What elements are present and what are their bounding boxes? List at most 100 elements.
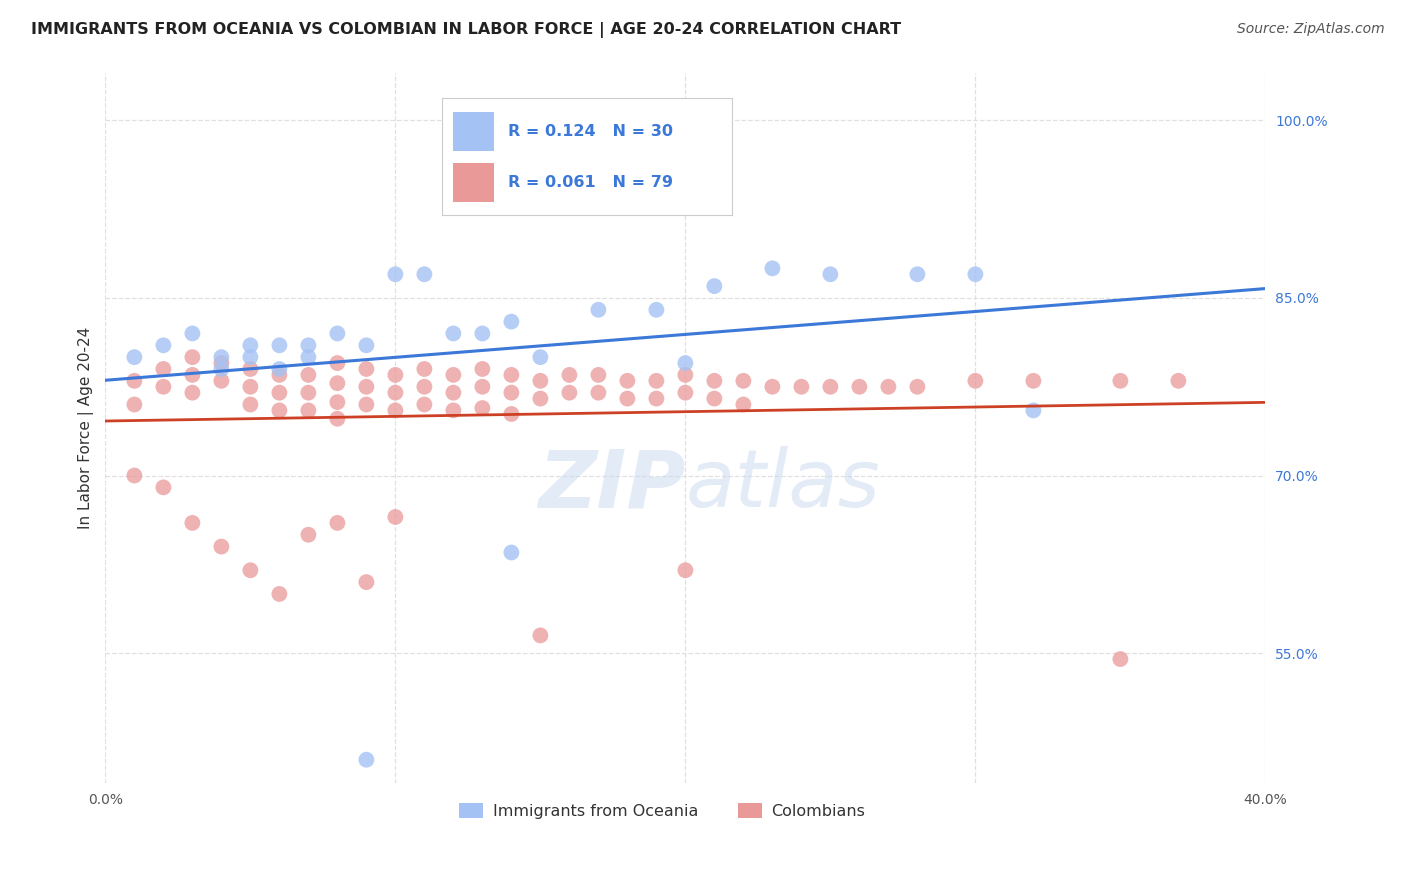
Point	[965, 374, 987, 388]
Point	[471, 326, 494, 341]
Point	[181, 326, 204, 341]
Point	[297, 527, 319, 541]
Point	[269, 403, 291, 417]
Point	[616, 374, 638, 388]
Point	[384, 267, 406, 281]
Point	[673, 385, 696, 400]
Point	[326, 326, 349, 341]
Point	[152, 380, 174, 394]
Point	[905, 380, 928, 394]
Point	[326, 411, 349, 425]
Point	[558, 385, 581, 400]
Point	[326, 395, 349, 409]
Point	[501, 385, 523, 400]
Point	[356, 753, 378, 767]
Point	[877, 380, 900, 394]
Point	[820, 267, 842, 281]
Point	[413, 362, 436, 376]
Point	[529, 350, 551, 364]
Point	[471, 401, 494, 415]
Point	[733, 397, 755, 411]
Point	[529, 392, 551, 406]
Point	[239, 338, 262, 352]
Point	[124, 350, 146, 364]
Point	[356, 575, 378, 590]
Point	[761, 261, 783, 276]
Point	[239, 350, 262, 364]
Point	[1109, 652, 1132, 666]
Point	[297, 350, 319, 364]
Point	[1022, 403, 1045, 417]
Point	[703, 374, 725, 388]
Point	[356, 338, 378, 352]
Point	[1109, 374, 1132, 388]
Point	[356, 380, 378, 394]
Point	[673, 356, 696, 370]
Point	[441, 403, 464, 417]
Point	[326, 376, 349, 391]
Point	[501, 545, 523, 559]
Point	[703, 279, 725, 293]
Point	[501, 315, 523, 329]
Point	[965, 267, 987, 281]
Point	[673, 563, 696, 577]
Point	[181, 368, 204, 382]
Point	[501, 407, 523, 421]
Point	[588, 368, 610, 382]
Point	[269, 385, 291, 400]
Point	[152, 480, 174, 494]
Text: IMMIGRANTS FROM OCEANIA VS COLOMBIAN IN LABOR FORCE | AGE 20-24 CORRELATION CHAR: IMMIGRANTS FROM OCEANIA VS COLOMBIAN IN …	[31, 22, 901, 38]
Legend: Immigrants from Oceania, Colombians: Immigrants from Oceania, Colombians	[453, 797, 872, 825]
Point	[384, 385, 406, 400]
Point	[384, 368, 406, 382]
Point	[239, 397, 262, 411]
Point	[297, 368, 319, 382]
Point	[269, 368, 291, 382]
Point	[790, 380, 813, 394]
Point	[124, 397, 146, 411]
Point	[297, 338, 319, 352]
Point	[356, 397, 378, 411]
Point	[181, 385, 204, 400]
Point	[905, 267, 928, 281]
Point	[209, 540, 232, 554]
Point	[471, 380, 494, 394]
Point	[616, 392, 638, 406]
Point	[356, 362, 378, 376]
Point	[269, 362, 291, 376]
Point	[471, 362, 494, 376]
Point	[1022, 374, 1045, 388]
Point	[673, 368, 696, 382]
Point	[124, 468, 146, 483]
Point	[645, 374, 668, 388]
Point	[441, 326, 464, 341]
Point	[848, 380, 870, 394]
Point	[384, 403, 406, 417]
Point	[152, 362, 174, 376]
Point	[239, 380, 262, 394]
Point	[703, 392, 725, 406]
Text: atlas: atlas	[685, 446, 880, 524]
Point	[645, 302, 668, 317]
Point	[413, 380, 436, 394]
Point	[558, 368, 581, 382]
Point	[733, 374, 755, 388]
Point	[209, 350, 232, 364]
Point	[181, 516, 204, 530]
Point	[588, 385, 610, 400]
Text: Source: ZipAtlas.com: Source: ZipAtlas.com	[1237, 22, 1385, 37]
Point	[413, 397, 436, 411]
Point	[529, 628, 551, 642]
Point	[326, 516, 349, 530]
Point	[588, 302, 610, 317]
Point	[326, 356, 349, 370]
Point	[239, 563, 262, 577]
Text: ZIP: ZIP	[538, 446, 685, 524]
Point	[501, 368, 523, 382]
Point	[384, 510, 406, 524]
Point	[124, 374, 146, 388]
Point	[269, 338, 291, 352]
Point	[820, 380, 842, 394]
Point	[441, 385, 464, 400]
Point	[441, 368, 464, 382]
